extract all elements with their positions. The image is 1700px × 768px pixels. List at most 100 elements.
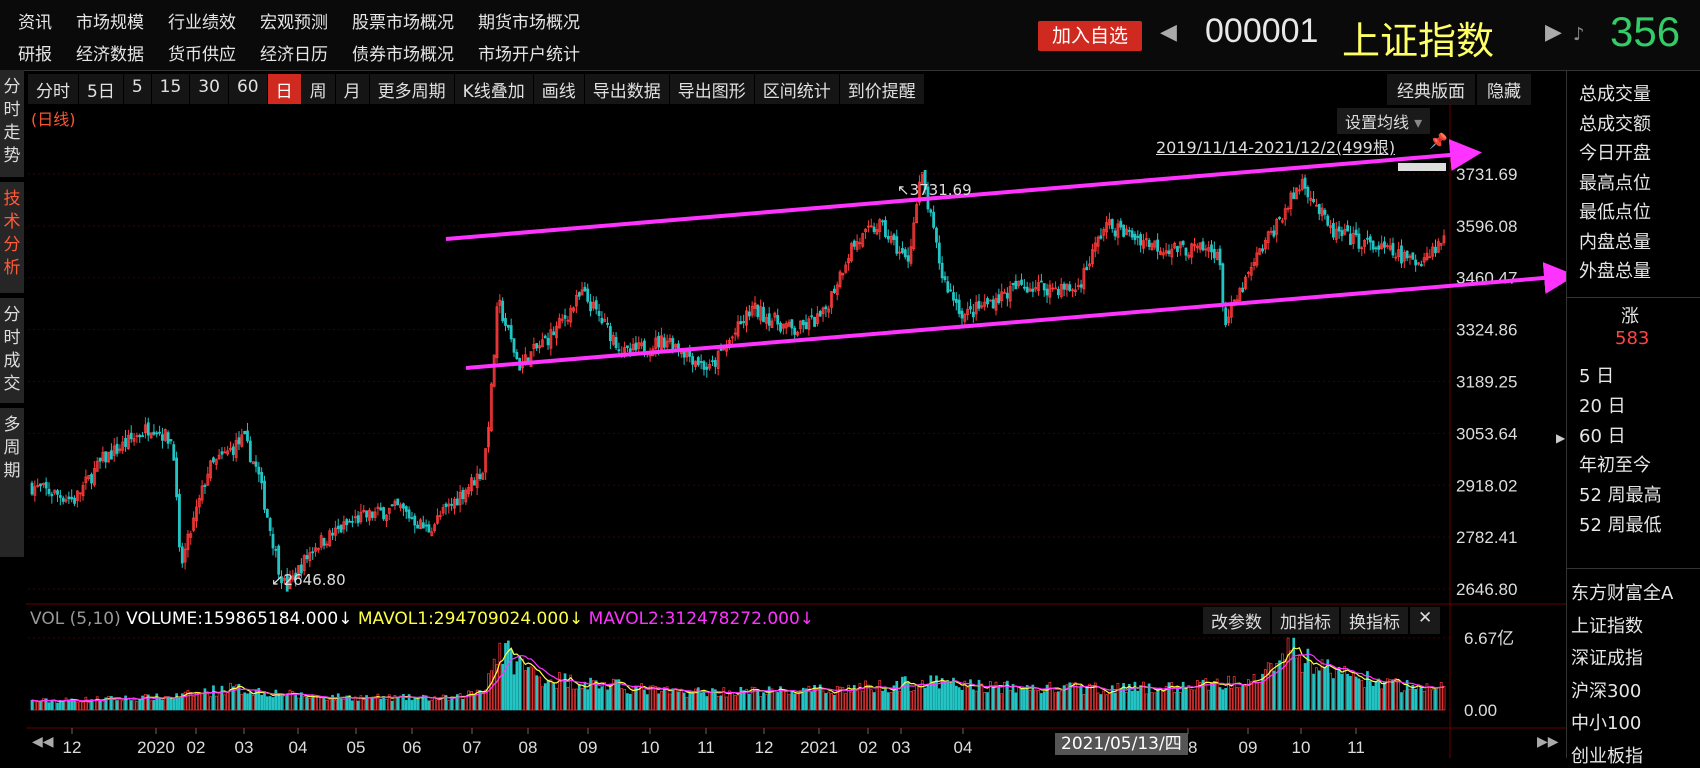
toolbar-item[interactable]: 分时 (28, 74, 78, 104)
menu-item[interactable]: 宏观预测 (260, 13, 328, 33)
menu-item[interactable]: 货币供应 (168, 45, 236, 65)
index-list-item[interactable]: 东方财富全A (1571, 583, 1674, 604)
toolbar-right-item[interactable]: 隐藏 (1477, 74, 1531, 105)
candle-body (1366, 237, 1369, 240)
bell-icon[interactable]: ♪ (1573, 24, 1585, 45)
candle-body (124, 437, 127, 447)
volume-bar (1218, 687, 1222, 711)
left-tab[interactable]: 技术分析 (0, 182, 24, 294)
switch-indicator-button[interactable]: 换指标 (1341, 607, 1408, 634)
index-list-item[interactable]: 沪深300 (1571, 680, 1642, 702)
pin-icon[interactable]: 📌 (1429, 132, 1448, 150)
candle-body (974, 302, 978, 315)
menu-item[interactable]: 市场规模 (76, 13, 144, 33)
volume-bar (903, 676, 907, 711)
candle-body (1014, 280, 1018, 290)
candle-body (1065, 283, 1069, 291)
index-list-item[interactable]: 创业板指 (1571, 746, 1643, 767)
volume-bar (458, 693, 462, 711)
toolbar-right-item[interactable]: 经典版面 (1387, 74, 1475, 105)
menu-item[interactable]: 行业绩效 (168, 13, 236, 33)
volume-bar (1255, 681, 1259, 711)
candle-body (1170, 248, 1174, 258)
scroll-right-icon[interactable]: ▶▶ (1537, 734, 1559, 750)
candle-body (1414, 259, 1418, 266)
toolbar-item[interactable]: 周 (301, 74, 335, 104)
scroll-thumb[interactable] (1398, 163, 1446, 171)
period-stat-label: 52 周最高 (1579, 485, 1662, 507)
volume-bar (782, 689, 785, 711)
toolbar-item[interactable]: 导出数据 (584, 74, 669, 104)
scroll-left-icon[interactable]: ◀◀ (32, 734, 54, 750)
left-tab[interactable]: 分时成交 (0, 298, 24, 404)
candle-body (350, 520, 354, 523)
menu-item[interactable]: 资讯 (18, 13, 52, 33)
volume-bar (869, 689, 873, 711)
volume-bar (742, 690, 746, 711)
close-icon[interactable]: ✕ (1410, 607, 1441, 634)
volume-bar (1028, 690, 1032, 711)
left-tab[interactable]: 分时走势 (0, 70, 24, 178)
next-stock-icon[interactable]: ▶ (1545, 20, 1562, 45)
prev-stock-icon[interactable]: ◀ (1160, 20, 1177, 45)
volume-bar (1349, 675, 1352, 711)
change-params-button[interactable]: 改参数 (1203, 607, 1270, 634)
kline-chart[interactable]: 3731.693596.083460.473324.863189.253053.… (26, 104, 1566, 758)
toolbar-item[interactable]: 5 (123, 74, 151, 104)
index-list-item[interactable]: 深证成指 (1571, 648, 1643, 670)
period-stat-label: 5 日 (1579, 366, 1615, 387)
candle-body (498, 299, 502, 306)
volume-bar (935, 675, 938, 711)
upper-channel-line[interactable] (445, 139, 1482, 241)
candle-body (132, 438, 136, 442)
toolbar-item[interactable]: 日 (267, 74, 301, 104)
candle-body (572, 307, 575, 312)
toolbar-item[interactable]: 画线 (533, 74, 584, 104)
toolbar-item[interactable]: 月 (335, 74, 369, 104)
index-list-item[interactable]: 上证指数 (1571, 615, 1643, 637)
toolbar-item[interactable]: 60 (228, 74, 267, 104)
volume-bar (1419, 686, 1423, 711)
menu-item[interactable]: 经济数据 (76, 45, 144, 65)
toolbar-item[interactable]: 区间统计 (754, 74, 839, 104)
toolbar-right: 经典版面 隐藏 (1385, 74, 1531, 105)
menu-item[interactable]: 期货市场概况 (478, 13, 580, 33)
volume-bar (770, 688, 774, 711)
toolbar-item[interactable]: 更多周期 (369, 74, 454, 104)
left-tab[interactable]: 多周期 (0, 408, 24, 558)
candle-body (952, 292, 955, 301)
menu-item[interactable]: 市场开户统计 (478, 45, 580, 65)
volume-bar (101, 700, 105, 711)
period-stat-label: 20 日 (1579, 395, 1626, 417)
toolbar-item[interactable]: 到价提醒 (839, 74, 924, 104)
ma-setting-dropdown[interactable]: 设置均线 ▾ (1337, 108, 1431, 134)
candle-body (339, 524, 343, 533)
candle-body (92, 468, 96, 486)
index-list-item[interactable]: 中小100 (1571, 713, 1642, 735)
candle-body (1434, 246, 1437, 254)
menu-item[interactable]: 经济日历 (260, 45, 328, 65)
volume-bar (76, 702, 79, 711)
volume-bar (172, 698, 176, 711)
candle-body (872, 226, 876, 233)
menu-item[interactable]: 研报 (18, 45, 52, 65)
toolbar-item[interactable]: 5日 (79, 74, 123, 104)
volume-bar (515, 661, 519, 711)
volume-bar (725, 696, 729, 711)
lower-channel-line[interactable] (465, 262, 1566, 370)
add-watchlist-button[interactable]: 加入自选 (1038, 21, 1142, 51)
toolbar-item[interactable]: 导出图形 (669, 74, 754, 104)
candle-body (56, 490, 59, 495)
menu-item[interactable]: 股票市场概况 (352, 13, 454, 33)
expand-right-icon[interactable]: ▶ (1556, 431, 1566, 445)
candle-body (1346, 225, 1349, 232)
volume-bar (1099, 694, 1103, 711)
menu-item[interactable]: 债券市场概况 (352, 45, 454, 65)
toolbar-item[interactable]: 30 (190, 74, 228, 104)
candle-body (745, 310, 748, 326)
toolbar-item[interactable]: K线叠加 (454, 74, 533, 104)
volume-bar (617, 679, 621, 711)
candle-body (694, 360, 697, 367)
add-indicator-button[interactable]: 加指标 (1272, 607, 1339, 634)
toolbar-item[interactable]: 15 (151, 74, 190, 104)
